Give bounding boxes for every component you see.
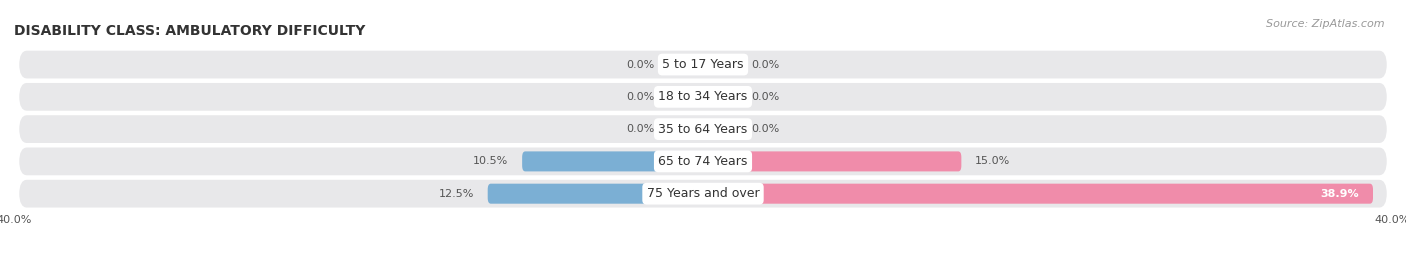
FancyBboxPatch shape bbox=[669, 87, 703, 107]
FancyBboxPatch shape bbox=[20, 147, 1386, 175]
Text: 5 to 17 Years: 5 to 17 Years bbox=[662, 58, 744, 71]
Text: 75 Years and over: 75 Years and over bbox=[647, 187, 759, 200]
FancyBboxPatch shape bbox=[20, 83, 1386, 111]
FancyBboxPatch shape bbox=[703, 119, 738, 139]
FancyBboxPatch shape bbox=[703, 184, 1374, 204]
Text: 0.0%: 0.0% bbox=[751, 92, 779, 102]
FancyBboxPatch shape bbox=[703, 151, 962, 171]
Text: DISABILITY CLASS: AMBULATORY DIFFICULTY: DISABILITY CLASS: AMBULATORY DIFFICULTY bbox=[14, 23, 366, 38]
Text: 0.0%: 0.0% bbox=[751, 124, 779, 134]
Text: 12.5%: 12.5% bbox=[439, 189, 474, 199]
Legend: Male, Female: Male, Female bbox=[637, 264, 769, 269]
FancyBboxPatch shape bbox=[488, 184, 703, 204]
FancyBboxPatch shape bbox=[703, 55, 738, 75]
FancyBboxPatch shape bbox=[20, 51, 1386, 79]
Text: 15.0%: 15.0% bbox=[976, 156, 1011, 167]
Text: 0.0%: 0.0% bbox=[627, 124, 655, 134]
FancyBboxPatch shape bbox=[20, 115, 1386, 143]
Text: 18 to 34 Years: 18 to 34 Years bbox=[658, 90, 748, 103]
Text: 10.5%: 10.5% bbox=[474, 156, 509, 167]
Text: 38.9%: 38.9% bbox=[1320, 189, 1360, 199]
FancyBboxPatch shape bbox=[522, 151, 703, 171]
FancyBboxPatch shape bbox=[669, 119, 703, 139]
Text: 35 to 64 Years: 35 to 64 Years bbox=[658, 123, 748, 136]
Text: 0.0%: 0.0% bbox=[627, 59, 655, 70]
Text: 65 to 74 Years: 65 to 74 Years bbox=[658, 155, 748, 168]
FancyBboxPatch shape bbox=[669, 55, 703, 75]
FancyBboxPatch shape bbox=[20, 180, 1386, 208]
FancyBboxPatch shape bbox=[703, 87, 738, 107]
Text: 0.0%: 0.0% bbox=[627, 92, 655, 102]
Text: Source: ZipAtlas.com: Source: ZipAtlas.com bbox=[1267, 19, 1385, 29]
Text: 0.0%: 0.0% bbox=[751, 59, 779, 70]
